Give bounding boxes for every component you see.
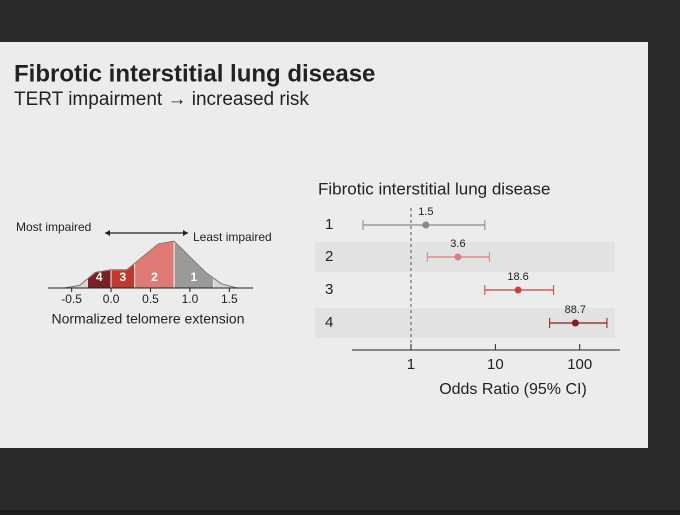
point	[514, 286, 522, 294]
value-label: 88.7	[565, 304, 586, 316]
value-label: 18.6	[507, 271, 528, 283]
value-label: 3.6	[450, 238, 465, 250]
row-label: 3	[325, 281, 333, 298]
x-tick-label: 0.5	[142, 292, 159, 306]
value-label: 1.5	[418, 206, 433, 218]
x-axis-label: Normalized telomere extension	[52, 311, 245, 327]
point	[454, 253, 462, 261]
x-tick-label: 1.5	[221, 292, 238, 306]
x-tick-label: 1.0	[182, 292, 199, 306]
annotation: Least impaired	[193, 230, 272, 244]
quartile-label: 1	[191, 270, 198, 284]
quartile-label: 2	[151, 270, 158, 284]
x-tick-label: 1	[407, 356, 415, 373]
x-axis-label: Odds Ratio (95% CI)	[439, 381, 587, 398]
quartile-label: 4	[96, 270, 103, 284]
x-tick-label: 0.0	[103, 292, 120, 306]
row-label: 1	[325, 216, 333, 233]
x-tick-label: 10	[487, 356, 504, 373]
x-tick-label: -0.5	[61, 292, 82, 306]
x-tick-label: 100	[567, 356, 592, 373]
point	[422, 221, 430, 229]
slide-title: Fibrotic interstitial lung disease	[14, 60, 375, 87]
quartile-label: 3	[120, 270, 127, 284]
annotation: Most impaired	[16, 220, 91, 234]
row-label: 4	[325, 314, 333, 331]
slide-subtitle: TERT impairment → increased risk	[14, 89, 309, 110]
density-curve	[63, 240, 238, 289]
row-label: 2	[325, 248, 333, 265]
chart-title: Fibrotic interstitial lung disease	[318, 179, 550, 198]
point	[571, 319, 579, 327]
